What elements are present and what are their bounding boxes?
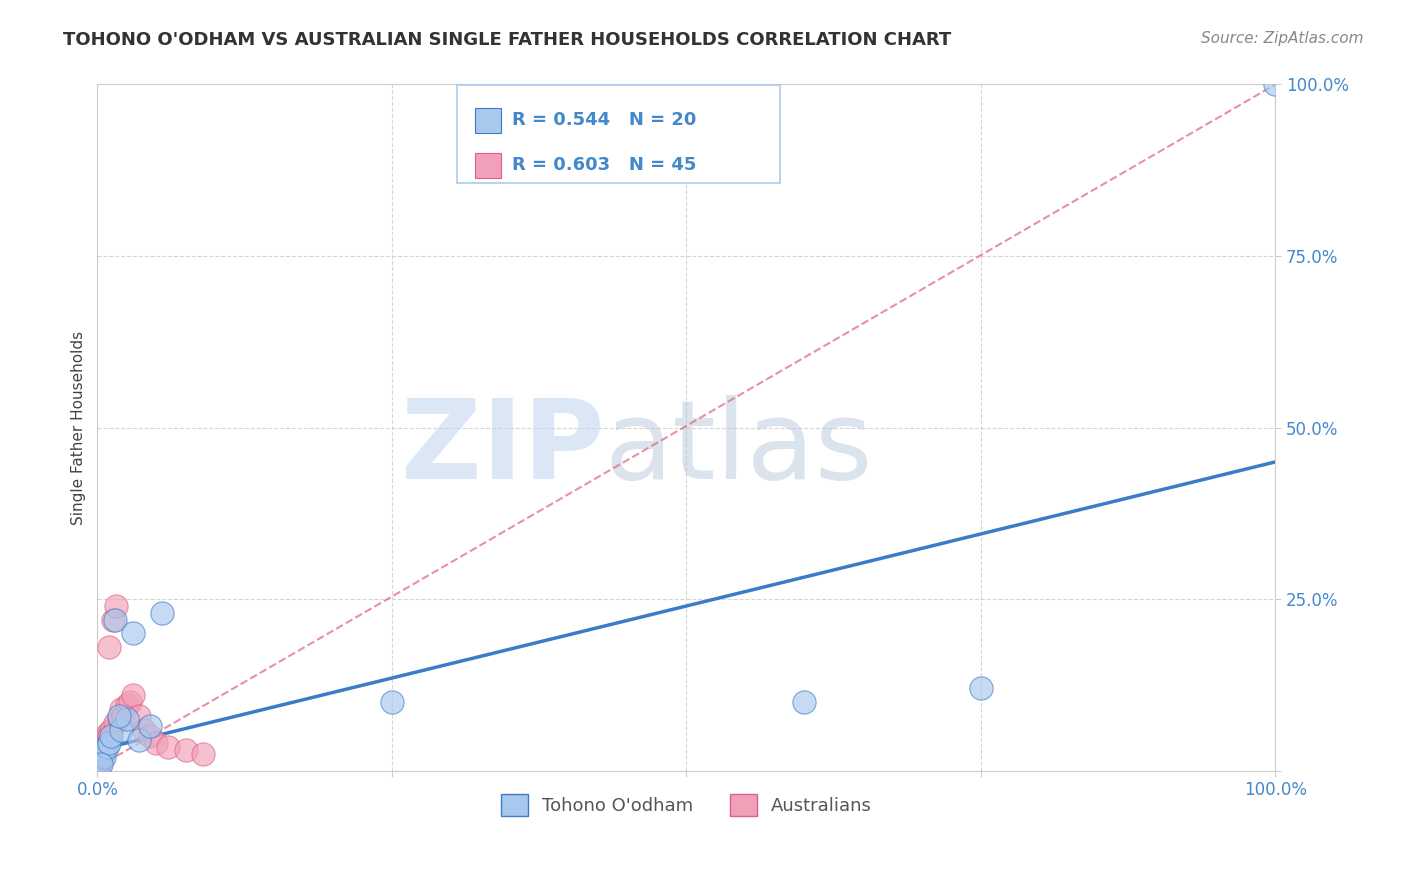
- Text: ZIP: ZIP: [401, 394, 605, 501]
- Point: [121, 626, 143, 640]
- Point: [94, 736, 117, 750]
- Point: [97, 726, 120, 740]
- Point: [970, 681, 993, 696]
- Point: [100, 723, 122, 737]
- Point: [91, 747, 114, 761]
- Point: [381, 695, 404, 709]
- Point: [98, 736, 121, 750]
- Point: [91, 747, 114, 761]
- Point: [87, 756, 110, 771]
- Point: [89, 750, 111, 764]
- Point: [174, 743, 197, 757]
- Point: [150, 606, 173, 620]
- Point: [145, 736, 167, 750]
- Point: [96, 739, 118, 754]
- Point: [89, 753, 111, 767]
- Point: [104, 613, 127, 627]
- Point: [91, 747, 114, 761]
- Point: [87, 753, 110, 767]
- Y-axis label: Single Father Households: Single Father Households: [72, 331, 86, 524]
- Text: atlas: atlas: [605, 394, 872, 501]
- Point: [96, 730, 118, 744]
- Point: [134, 723, 156, 737]
- Point: [89, 753, 111, 767]
- Point: [89, 747, 111, 761]
- Point: [139, 730, 162, 744]
- Point: [793, 695, 815, 709]
- Point: [100, 730, 122, 744]
- Legend: Tohono O'odham, Australians: Tohono O'odham, Australians: [494, 787, 879, 823]
- Point: [157, 739, 180, 754]
- Point: [90, 753, 112, 767]
- Point: [1264, 78, 1286, 92]
- Point: [90, 750, 112, 764]
- Point: [87, 758, 110, 772]
- Point: [193, 747, 215, 761]
- Point: [98, 640, 121, 655]
- Text: TOHONO O'ODHAM VS AUSTRALIAN SINGLE FATHER HOUSEHOLDS CORRELATION CHART: TOHONO O'ODHAM VS AUSTRALIAN SINGLE FATH…: [63, 31, 952, 49]
- Point: [89, 750, 111, 764]
- Point: [90, 747, 112, 761]
- Text: Source: ZipAtlas.com: Source: ZipAtlas.com: [1201, 31, 1364, 46]
- Point: [101, 613, 124, 627]
- Point: [112, 708, 135, 723]
- Point: [107, 712, 129, 726]
- Point: [87, 756, 110, 771]
- Text: R = 0.603   N = 45: R = 0.603 N = 45: [512, 156, 696, 174]
- Point: [96, 732, 118, 747]
- Point: [90, 756, 112, 771]
- Point: [91, 743, 114, 757]
- Point: [93, 736, 115, 750]
- Point: [139, 719, 162, 733]
- Point: [110, 702, 132, 716]
- Text: R = 0.544   N = 20: R = 0.544 N = 20: [512, 112, 696, 129]
- Point: [110, 723, 132, 737]
- Point: [87, 760, 110, 774]
- Point: [94, 739, 117, 754]
- Point: [121, 688, 143, 702]
- Point: [91, 743, 114, 757]
- Point: [120, 695, 142, 709]
- Point: [93, 743, 115, 757]
- Point: [91, 739, 114, 754]
- Point: [115, 712, 138, 726]
- Point: [93, 750, 115, 764]
- Point: [128, 708, 150, 723]
- Point: [107, 708, 129, 723]
- Point: [91, 739, 114, 754]
- Point: [98, 730, 121, 744]
- Point: [115, 698, 138, 713]
- Point: [128, 732, 150, 747]
- Point: [104, 715, 127, 730]
- Point: [90, 743, 112, 757]
- Point: [96, 736, 118, 750]
- Point: [105, 599, 128, 613]
